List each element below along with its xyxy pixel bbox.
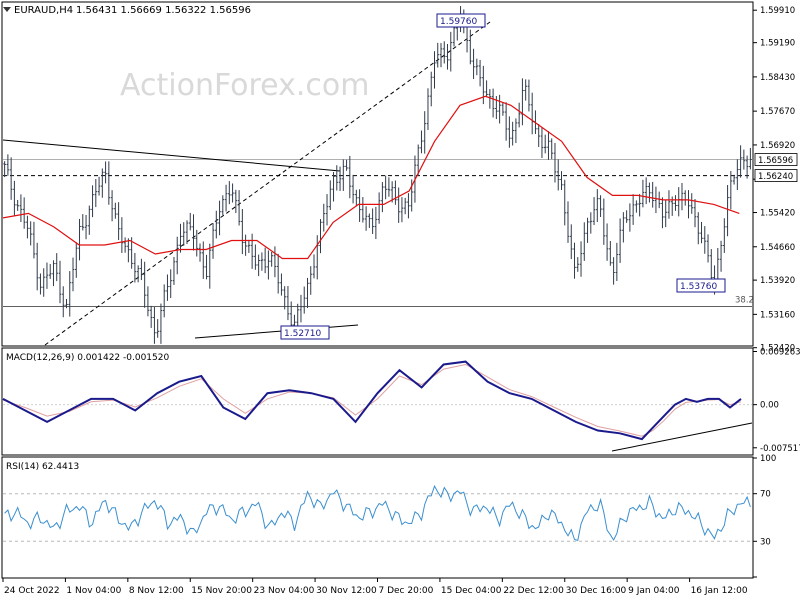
rsi-y-tick-label: 100 bbox=[760, 454, 776, 464]
price-annotation-label: 1.53760 bbox=[680, 282, 717, 292]
price-panel: 38.2 1.59760 1.52710 1.53760 bbox=[2, 6, 754, 346]
x-tick-label: 30 Dec 16:00 bbox=[566, 586, 627, 596]
macd-y-tick-label: 0.00 bbox=[760, 401, 779, 411]
price-panel-frame bbox=[1, 1, 754, 347]
axes: 1.599101.591901.584301.576701.569201.561… bbox=[2, 6, 800, 596]
x-tick-label: 1 Nov 04:00 bbox=[66, 586, 121, 596]
macd-y-tick-label: 0.009263 bbox=[760, 348, 800, 358]
symbol-label: EURAUD,H4 bbox=[14, 5, 73, 16]
macd-label: MACD(12,26,9) 0.001422 -0.001520 bbox=[6, 353, 169, 363]
macd-trendline bbox=[611, 422, 753, 452]
x-tick-label: 15 Dec 04:00 bbox=[441, 586, 502, 596]
trendline-upper bbox=[2, 139, 341, 172]
macd-line bbox=[2, 360, 742, 441]
rsi-panel bbox=[3, 484, 752, 542]
ohlc-readout: 1.56431 1.56669 1.56322 1.56596 bbox=[76, 5, 251, 16]
price-annotation-label: 1.52710 bbox=[284, 329, 321, 339]
rsi-y-tick-label: 30 bbox=[760, 537, 771, 547]
trendline-lower bbox=[194, 324, 359, 339]
price-y-tick-label: 1.59190 bbox=[760, 39, 795, 49]
rsi-label: RSI(14) 62.4413 bbox=[6, 462, 79, 472]
x-tick-label: 9 Jan 04:00 bbox=[628, 586, 680, 596]
macd-panel bbox=[2, 360, 753, 452]
fib-level-label: 38.2 bbox=[735, 296, 754, 306]
price-y-tick-label: 1.56920 bbox=[760, 141, 795, 151]
x-tick-label: 24 Oct 2022 bbox=[4, 586, 60, 596]
price-annotation-box bbox=[436, 13, 486, 28]
last-price-tag: 1.56596 bbox=[758, 156, 793, 166]
price-y-tick-label: 1.53920 bbox=[760, 276, 795, 286]
macd-y-tick-label: -0.007517 bbox=[760, 444, 800, 454]
price-y-tick-label: 1.59910 bbox=[760, 6, 795, 16]
price-y-tick-label: 1.57670 bbox=[760, 107, 795, 117]
x-tick-label: 23 Nov 04:00 bbox=[254, 586, 315, 596]
x-tick-label: 16 Jan 12:00 bbox=[691, 586, 748, 596]
last-price-tag-box bbox=[754, 153, 798, 166]
x-tick-label: 22 Dec 12:00 bbox=[503, 586, 564, 596]
trendline-dashed bbox=[44, 21, 491, 346]
price-annotation-box bbox=[676, 278, 726, 293]
moving-average-line bbox=[2, 95, 740, 260]
price-y-tick-label: 1.53160 bbox=[760, 310, 795, 320]
watermark: ActionForex.com bbox=[120, 68, 369, 103]
price-y-tick-label: 1.58430 bbox=[760, 73, 795, 83]
dropdown-arrow-icon[interactable] bbox=[3, 7, 11, 12]
rsi-line bbox=[4, 484, 751, 542]
level-line-tag: 1.56240 bbox=[758, 172, 793, 182]
price-annotation-label: 1.59760 bbox=[440, 17, 477, 27]
x-tick-label: 8 Nov 12:00 bbox=[129, 586, 184, 596]
x-tick-label: 15 Nov 20:00 bbox=[191, 586, 252, 596]
price-y-tick-label: 1.54660 bbox=[760, 243, 795, 253]
level-line-tag-box bbox=[754, 169, 798, 182]
price-y-tick-label: 1.55420 bbox=[760, 209, 795, 219]
price-annotation-box bbox=[280, 325, 330, 340]
macd-panel-frame bbox=[1, 347, 754, 456]
rsi-y-tick-label: 70 bbox=[760, 490, 771, 500]
x-tick-label: 7 Dec 20:00 bbox=[379, 586, 434, 596]
rsi-panel-frame bbox=[1, 456, 754, 579]
price-y-tick-label: 1.52420 bbox=[760, 344, 795, 354]
x-tick-label: 30 Nov 12:00 bbox=[316, 586, 377, 596]
